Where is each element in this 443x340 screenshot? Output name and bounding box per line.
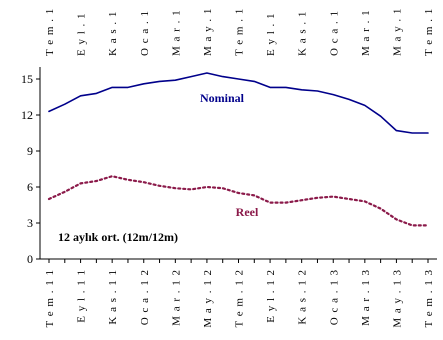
- top-x-tick-label: O c a . 1: [328, 10, 340, 56]
- y-tick-label: 12: [21, 108, 33, 122]
- x-tick-label: T e m . 1 2: [234, 269, 246, 327]
- top-x-tick-label: T e m . 1: [44, 8, 56, 56]
- y-tick-label: 0: [27, 252, 33, 266]
- x-tick-label: T e m . 1 3: [423, 269, 435, 327]
- top-x-tick-label: T e m . 1: [234, 8, 246, 56]
- x-tick-label: M a y . 1 2: [202, 269, 214, 328]
- x-tick-label: O c a . 1 3: [328, 269, 340, 325]
- series-line-reel: [47, 175, 430, 227]
- top-x-tick-label: E y l . 1: [265, 12, 277, 56]
- x-tick-label: M a y . 1 3: [391, 269, 403, 328]
- top-x-tick-label: K a s . 1: [107, 11, 119, 56]
- x-tick-label: K a s . 1 1: [107, 269, 119, 325]
- x-tick-label: T e m . 1 1: [44, 269, 56, 327]
- x-tick-label: O c a . 1 2: [139, 269, 151, 325]
- x-tick-label: K a s . 1 2: [297, 269, 309, 325]
- x-tick-label: M a r . 1 2: [170, 269, 182, 326]
- series-label-nominal: Nominal: [200, 91, 245, 105]
- y-tick-label: 3: [27, 216, 33, 230]
- bottom-x-tick-labels: T e m . 1 1 E y l . 1 1 K a s . 1 1 O c a .…: [44, 269, 435, 328]
- series-lines: [47, 72, 430, 227]
- annotation-12m: 12 aylık ort. (12m/12m): [58, 230, 178, 244]
- x-tick-label: E y l . 1 2: [265, 269, 277, 323]
- y-tick-label: 6: [27, 180, 33, 194]
- top-x-tick-label: M a y . 1: [202, 8, 214, 56]
- top-x-tick-label: M a y . 1: [391, 8, 403, 56]
- top-x-tick-label: O c a . 1: [139, 10, 151, 56]
- top-x-tick-label: M a r . 1: [170, 9, 182, 56]
- series-label-reel: Reel: [236, 205, 259, 219]
- y-tick-label: 15: [21, 72, 33, 86]
- x-tick-label: M a r . 1 3: [360, 269, 372, 326]
- y-tick-label: 9: [27, 144, 33, 158]
- plot-area: 0 3 6 9 12 15 Nominal Reel 12 aylık ort. (12m…: [21, 67, 437, 266]
- top-x-tick-label: E y l . 1: [76, 12, 88, 56]
- top-x-tick-labels: T e m . 1 E y l . 1 K a s . 1 O c a . 1 M a …: [44, 8, 435, 56]
- top-x-tick-label: T e m . 1: [423, 8, 435, 56]
- top-x-tick-label: K a s . 1: [297, 11, 309, 56]
- x-tick-marks: [48, 259, 429, 263]
- x-tick-label: E y l . 1 1: [76, 269, 88, 323]
- y-tick-labels: 0 3 6 9 12 15: [21, 72, 40, 266]
- series-line-nominal: [48, 72, 429, 134]
- top-x-tick-label: M a r . 1: [360, 9, 372, 56]
